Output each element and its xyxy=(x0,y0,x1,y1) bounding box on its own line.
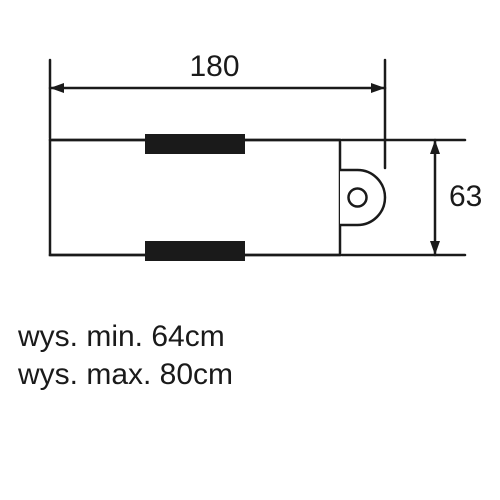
note-max-height: wys. max. 80cm xyxy=(18,358,233,392)
technical-drawing xyxy=(0,0,500,500)
dimension-width-label: 180 xyxy=(190,50,240,84)
diagram-canvas: 180 63 wys. min. 64cm wys. max. 80cm xyxy=(0,0,500,500)
dimension-height-label: 63 xyxy=(449,180,482,214)
note-min-height: wys. min. 64cm xyxy=(18,320,225,354)
